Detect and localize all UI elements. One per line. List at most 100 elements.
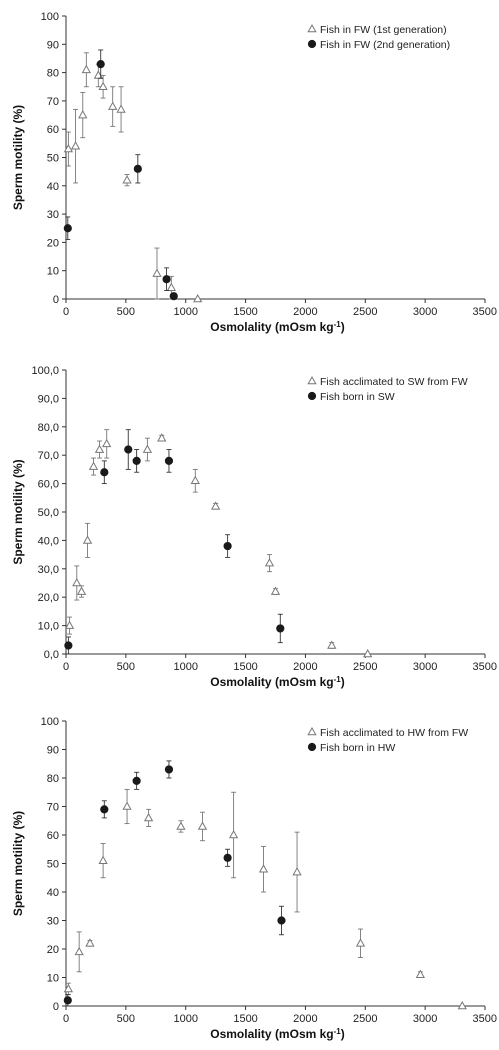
y-tick-label: 30 xyxy=(47,916,59,928)
data-point-triangle xyxy=(63,143,74,153)
data-point-triangle xyxy=(457,1000,467,1010)
legend-label: Fish acclimated to SW from FW xyxy=(320,376,468,388)
data-point-circle xyxy=(169,292,178,301)
data-point-triangle xyxy=(116,104,126,113)
x-axis-label: Osmolality (mOsm kg-1) xyxy=(210,320,345,335)
x-tick-label: 0 xyxy=(63,1013,69,1025)
x-tick-label: 1000 xyxy=(173,306,197,318)
data-point-triangle xyxy=(88,461,99,470)
legend-marker-circle xyxy=(307,391,317,401)
data-point-triangle xyxy=(64,620,75,629)
y-tick-label: 100 xyxy=(41,11,59,23)
x-tick-label: 1500 xyxy=(233,661,257,673)
y-tick-label: 60,0 xyxy=(38,479,59,491)
data-point-circle xyxy=(164,456,174,465)
y-tick-label: 0 xyxy=(53,294,59,306)
data-point-triangle xyxy=(197,821,208,830)
y-axis-label: Sperm motility (%) xyxy=(11,811,25,916)
data-point-circle xyxy=(63,224,72,233)
data-point-triangle xyxy=(264,558,275,567)
series-1 xyxy=(64,429,373,658)
y-tick-label: 100,0 xyxy=(31,365,59,377)
data-point-triangle xyxy=(81,64,92,74)
x-tick-label: 3500 xyxy=(473,661,497,673)
y-tick-label: 20 xyxy=(47,944,59,956)
data-point-circle xyxy=(64,641,73,650)
data-point-circle xyxy=(63,996,72,1005)
data-point-triangle xyxy=(176,821,186,830)
x-tick-label: 2500 xyxy=(353,1013,377,1025)
legend-label: Fish in FW (1st generation) xyxy=(320,24,447,36)
x-tick-label: 500 xyxy=(117,306,135,318)
y-tick-label: 70,0 xyxy=(38,450,59,462)
data-point-circle xyxy=(132,776,141,785)
x-axis-label: Osmolality (mOsm kg-1) xyxy=(210,1027,345,1042)
data-point-triangle xyxy=(166,282,177,291)
chart-panel-2: 0,0 10,0 20,0 30,0 40,0 50,0 60,0 70,0 80,0 90,0 1… xyxy=(11,365,497,689)
legend-label: Fish born in SW xyxy=(320,391,395,403)
data-point-circle xyxy=(124,445,133,454)
x-tick-label: 0 xyxy=(63,661,69,673)
data-point-circle xyxy=(223,541,232,551)
x-tick-label: 2000 xyxy=(293,1013,317,1025)
data-point-circle xyxy=(96,60,105,69)
y-tick-label: 20 xyxy=(47,237,59,249)
y-tick-label: 80 xyxy=(47,773,59,785)
data-point-triangle xyxy=(78,110,88,119)
data-point-circle xyxy=(100,805,109,814)
legend-marker-triangle xyxy=(307,375,317,385)
y-tick-label: 60 xyxy=(47,124,59,136)
data-point-circle xyxy=(164,765,174,774)
y-tick-label: 40,0 xyxy=(38,535,59,547)
data-point-triangle xyxy=(85,938,95,947)
data-point-triangle xyxy=(63,983,74,993)
data-point-circle xyxy=(100,468,109,477)
data-point-circle xyxy=(276,624,285,633)
x-tick-label: 2000 xyxy=(293,306,317,318)
data-point-triangle xyxy=(210,501,221,510)
x-tick-label: 1500 xyxy=(233,1013,257,1025)
data-point-triangle xyxy=(355,938,366,947)
legend-label: Fish born in HW xyxy=(320,742,395,754)
data-point-triangle xyxy=(143,812,154,822)
y-tick-label: 60 xyxy=(47,830,59,842)
data-point-triangle xyxy=(190,475,200,485)
data-point-triangle xyxy=(270,586,281,595)
data-point-triangle xyxy=(98,855,108,864)
data-point-triangle xyxy=(327,640,337,649)
x-tick-label: 1000 xyxy=(173,1013,197,1025)
data-point-triangle xyxy=(258,864,269,873)
y-tick-label: 10 xyxy=(47,266,59,278)
legend-marker-triangle xyxy=(307,23,317,33)
x-tick-label: 1500 xyxy=(233,306,257,318)
y-tick-label: 50 xyxy=(47,859,59,871)
data-point-triangle xyxy=(98,81,108,91)
x-tick-label: 500 xyxy=(117,1013,135,1025)
y-tick-label: 0 xyxy=(53,1001,59,1013)
data-point-circle xyxy=(223,853,232,862)
x-tick-label: 3000 xyxy=(413,306,437,318)
series-1 xyxy=(63,52,203,303)
x-tick-label: 0 xyxy=(63,306,69,318)
x-tick-label: 3000 xyxy=(413,661,437,673)
data-point-triangle xyxy=(70,141,81,150)
y-tick-label: 90 xyxy=(47,745,59,757)
data-point-triangle xyxy=(94,444,105,453)
data-point-triangle xyxy=(122,801,132,810)
data-point-triangle xyxy=(193,293,203,303)
y-tick-label: 70 xyxy=(47,802,59,814)
series-2 xyxy=(63,760,286,1007)
data-point-triangle xyxy=(415,969,426,978)
series-2 xyxy=(64,429,285,655)
series-2 xyxy=(63,49,178,301)
y-tick-label: 80 xyxy=(47,68,59,80)
x-tick-label: 2500 xyxy=(353,661,377,673)
legend-label: Fish acclimated to HW from FW xyxy=(320,727,468,739)
data-point-triangle xyxy=(74,946,84,956)
y-tick-label: 30 xyxy=(47,209,59,221)
legend-label: Fish in FW (2nd generation) xyxy=(320,39,450,51)
y-tick-label: 80,0 xyxy=(38,422,59,434)
data-point-triangle xyxy=(228,829,239,839)
data-point-circle xyxy=(133,164,142,173)
